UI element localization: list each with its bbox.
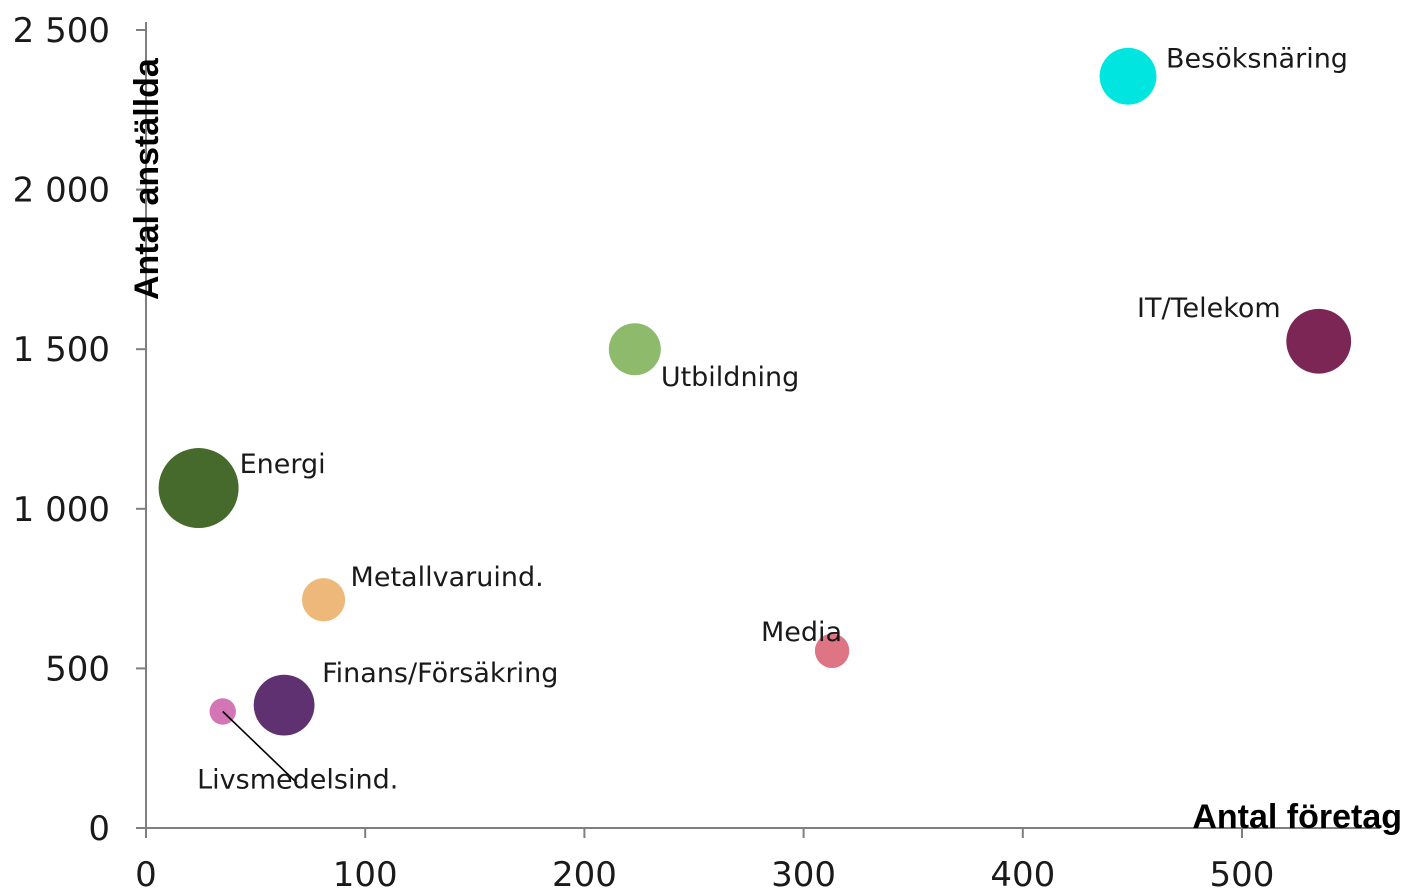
bubble-label-utbildning: Utbildning: [661, 362, 800, 393]
x-tick-label: 300: [771, 855, 836, 894]
y-tick-label: 500: [45, 649, 110, 689]
bubble-metallvaruind: [301, 578, 346, 622]
x-axis-title: Antal företag: [1192, 798, 1402, 836]
x-tick-label: 100: [333, 855, 398, 894]
bubble-label-livsmedelsind: Livsmedelsind.: [197, 764, 398, 795]
x-tick-label: 500: [1210, 855, 1275, 894]
y-axis-title: Antal anställda: [128, 57, 166, 300]
bubble-bes-ksn-ring: [1099, 47, 1157, 105]
y-tick-label: 0: [88, 809, 110, 849]
bubble-label-finans-f-rs-kring: Finans/Försäkring: [322, 658, 558, 689]
y-tick-label: 1 000: [13, 490, 110, 530]
bubble-label-energi: Energi: [240, 449, 326, 480]
bubble-media: [814, 633, 850, 669]
bubble-energi: [158, 448, 239, 529]
bubble-label-it-telekom: IT/Telekom: [1137, 293, 1281, 324]
axes: 0 100 200 300 400 500 0 500 1 000 1 500 2 000 2 500: [13, 11, 1380, 894]
leader-line: [222, 710, 298, 784]
bubble-label-bes-ksn-ring: Besöksnäring: [1166, 43, 1348, 74]
y-tick-label: 2 500: [13, 11, 110, 51]
x-tick-label: 400: [990, 855, 1055, 894]
y-tick-label: 1 500: [13, 330, 110, 370]
bubbles: [158, 47, 1352, 736]
bubble-finans-f-rs-kring: [253, 674, 315, 736]
y-tick-label: 2 000: [13, 171, 110, 211]
bubble-it-telekom: [1286, 308, 1352, 374]
x-tick-label: 0: [135, 855, 157, 894]
bubble-label-media: Media: [761, 617, 842, 648]
bubble-utbildning: [608, 323, 661, 376]
bubble-label-metallvaruind: Metallvaruind.: [351, 562, 544, 593]
bubble-labels: Besöksnäring IT/Telekom Utbildning Energi Me…: [197, 43, 1348, 795]
x-tick-label: 200: [552, 855, 617, 894]
